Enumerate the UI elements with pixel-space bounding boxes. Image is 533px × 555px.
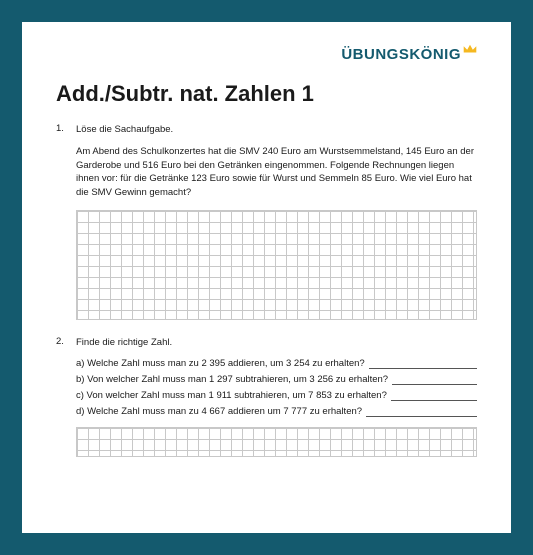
sub-label: d) Welche Zahl muss man zu 4 667 addiere… bbox=[76, 406, 362, 417]
exercise-header: 2. Finde die richtige Zahl. bbox=[56, 336, 477, 350]
exercise-instruction: Löse die Sachaufgabe. bbox=[76, 123, 477, 137]
crown-icon bbox=[463, 44, 477, 54]
answer-line bbox=[366, 407, 477, 417]
answer-line bbox=[369, 359, 477, 369]
exercise-header: 1. Löse die Sachaufgabe. bbox=[56, 123, 477, 137]
sub-question-a: a) Welche Zahl muss man zu 2 395 addiere… bbox=[76, 358, 477, 369]
brand-text: ÜBUNGSKÖNIG bbox=[341, 46, 461, 63]
answer-grid bbox=[76, 427, 477, 457]
brand-row: ÜBUNGSKÖNIG bbox=[56, 46, 477, 63]
exercise-1: 1. Löse die Sachaufgabe. Am Abend des Sc… bbox=[56, 123, 477, 320]
exercise-paragraph-row: Am Abend des Schulkonzertes hat die SMV … bbox=[56, 145, 477, 200]
sub-label: b) Von welcher Zahl muss man 1 297 subtr… bbox=[76, 374, 388, 385]
exercise-number: 1. bbox=[56, 123, 68, 134]
worksheet-page: ÜBUNGSKÖNIG Add./Subtr. nat. Zahlen 1 1.… bbox=[22, 22, 511, 533]
exercise-paragraph: Am Abend des Schulkonzertes hat die SMV … bbox=[76, 145, 477, 200]
page-title: Add./Subtr. nat. Zahlen 1 bbox=[56, 81, 477, 107]
exercise-number: 2. bbox=[56, 336, 68, 347]
answer-grid bbox=[76, 210, 477, 320]
answer-line bbox=[392, 375, 477, 385]
sub-question-c: c) Von welcher Zahl muss man 1 911 subtr… bbox=[76, 390, 477, 401]
exercise-2: 2. Finde die richtige Zahl. a) Welche Za… bbox=[56, 336, 477, 457]
sub-question-b: b) Von welcher Zahl muss man 1 297 subtr… bbox=[76, 374, 477, 385]
answer-line bbox=[391, 391, 477, 401]
sub-label: a) Welche Zahl muss man zu 2 395 addiere… bbox=[76, 358, 365, 369]
sub-label: c) Von welcher Zahl muss man 1 911 subtr… bbox=[76, 390, 387, 401]
sub-question-d: d) Welche Zahl muss man zu 4 667 addiere… bbox=[76, 406, 477, 417]
exercise-instruction: Finde die richtige Zahl. bbox=[76, 336, 477, 350]
